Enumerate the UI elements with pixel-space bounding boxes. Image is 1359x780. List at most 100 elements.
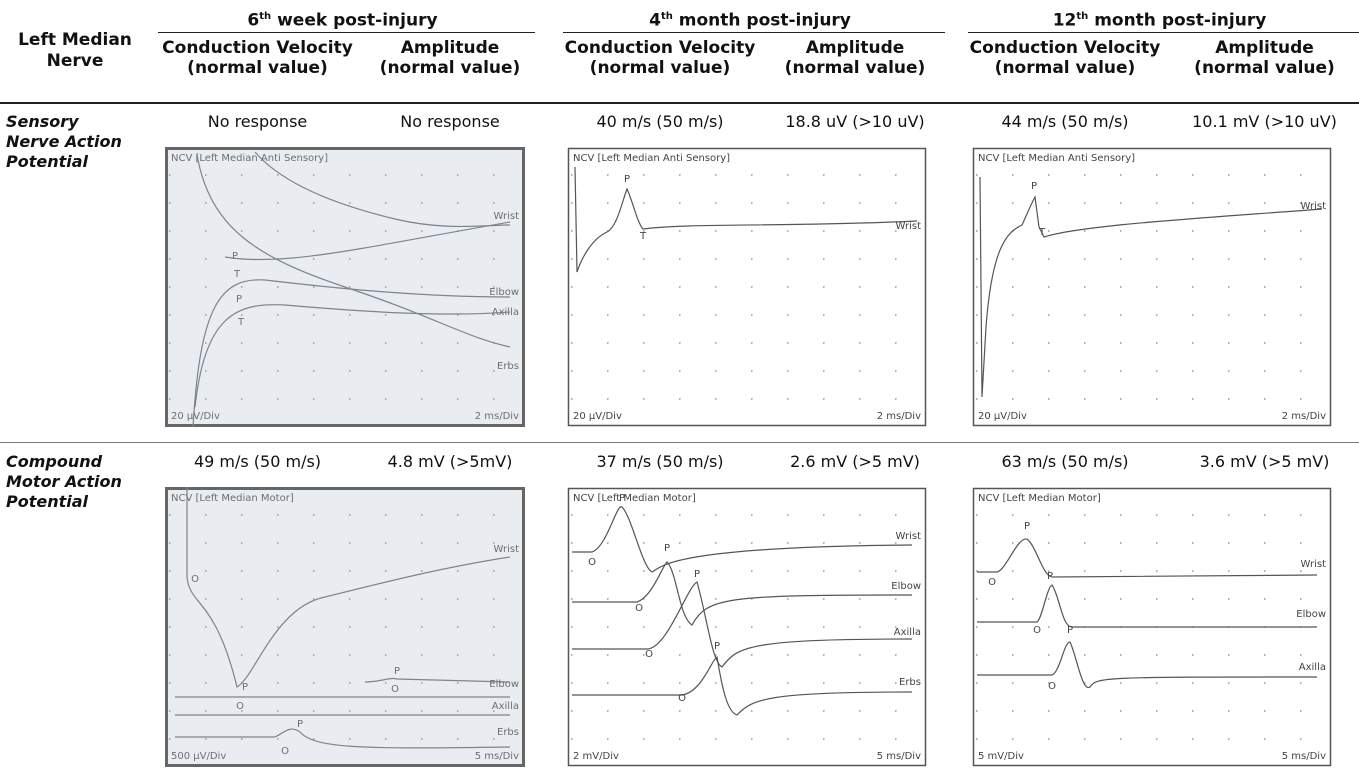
panel-title: NCV [Left Median Motor] <box>978 493 1101 504</box>
peak-marker: P <box>297 719 303 730</box>
trace-label: Wrist <box>896 221 922 232</box>
page-body: Left Median Nerve 6th week post-injury 4t… <box>0 0 1359 780</box>
ncv-trace-image: NCV [Left Median Motor] 5 mV/Div 5 ms/Div W… <box>972 487 1332 767</box>
peak-marker: T <box>1038 227 1046 238</box>
subheader-line: Amplitude <box>765 38 945 58</box>
group-rule <box>158 32 535 33</box>
peak-marker: P <box>664 543 670 554</box>
panel-sensitivity: 5 mV/Div <box>978 751 1024 762</box>
panel-frame <box>974 149 1331 426</box>
peak-marker: T <box>233 269 241 280</box>
subheader: Conduction Velocity(normal value) <box>960 38 1170 78</box>
panel-title: NCV [Left Median Motor] <box>171 493 294 504</box>
page: {"table": { "corner": ["Left Median", "N… <box>0 0 1359 780</box>
trace-label: Wrist <box>896 531 922 542</box>
row-label-line: Potential <box>6 492 151 512</box>
panel-sweep: 2 ms/Div <box>1282 411 1326 422</box>
cell-value: 44 m/s (50 m/s) <box>960 112 1170 131</box>
row-label-line: Motor Action <box>6 472 151 492</box>
subheader: Amplitude(normal value) <box>765 38 945 78</box>
peak-marker: P <box>619 493 625 504</box>
row-label-line: Compound <box>6 452 151 472</box>
peak-marker: P <box>236 294 242 305</box>
group-suffix: th <box>259 11 271 22</box>
cell-value: 49 m/s (50 m/s) <box>150 452 365 471</box>
peak-marker: O <box>391 684 399 695</box>
trace-label: Elbow <box>1296 609 1326 620</box>
panel-sweep: 2 ms/Div <box>475 411 519 422</box>
group-header: 12th month post-injury <box>960 6 1359 32</box>
panel-sensitivity: 20 µV/Div <box>171 411 220 422</box>
peak-marker: P <box>624 174 630 185</box>
row-label: CompoundMotor ActionPotential <box>6 452 151 512</box>
subheader: Conduction Velocity(normal value) <box>150 38 365 78</box>
row-label-line: Potential <box>6 152 151 172</box>
cell-value: No response <box>365 112 535 131</box>
row-label-line: Nerve Action <box>6 132 151 152</box>
peak-marker: O <box>191 574 199 585</box>
ncv-trace-image: NCV [Left Median Motor]500 µV/Div5 ms/Di… <box>165 487 525 767</box>
group-suffix: th <box>661 11 673 22</box>
cell-value: No response <box>150 112 365 131</box>
cell-value: 18.8 uV (>10 uV) <box>765 112 945 131</box>
group-header: 4th month post-injury <box>555 6 945 32</box>
trace-label: Axilla <box>492 307 519 318</box>
peak-marker: P <box>1024 521 1030 532</box>
peak-marker: P <box>694 569 700 580</box>
cell-value: 10.1 mV (>10 uV) <box>1170 112 1359 131</box>
panel-title: NCV [Left Median Anti Sensory] <box>978 153 1135 164</box>
trace-label: Wrist <box>494 544 520 555</box>
subheader-line: Amplitude <box>365 38 535 58</box>
cell-value: 3.6 mV (>5 mV) <box>1170 452 1359 471</box>
subheader-line: (normal value) <box>555 58 765 78</box>
ncv-trace-image: NCV [Left Median Motor] 2 mV/Div 5 ms/Div W… <box>567 487 927 767</box>
subheader-line: (normal value) <box>1170 58 1359 78</box>
trace-label: Wrist <box>494 211 520 222</box>
subheader-line: Conduction Velocity <box>555 38 765 58</box>
trace-label: Axilla <box>492 701 519 712</box>
subheader-line: Conduction Velocity <box>960 38 1170 58</box>
subheader-line: (normal value) <box>150 58 365 78</box>
group-text: month post-injury <box>679 11 851 31</box>
peak-marker: O <box>588 557 596 568</box>
panel-sensitivity: 2 mV/Div <box>573 751 619 762</box>
panel-sensitivity: 500 µV/Div <box>171 751 226 762</box>
trace-label: Erbs <box>899 677 921 688</box>
peak-marker: P <box>714 641 720 652</box>
peak-marker: O <box>678 693 686 704</box>
trace-label: Axilla <box>894 627 921 638</box>
subheader-line: (normal value) <box>765 58 945 78</box>
subheader-line: Amplitude <box>1170 38 1359 58</box>
group-text: week post-injury <box>277 11 437 31</box>
peak-marker: P <box>1031 181 1037 192</box>
panel-title: NCV [Left Median Motor] <box>573 493 696 504</box>
panel-sweep: 2 ms/Div <box>877 411 921 422</box>
subheader: Amplitude(normal value) <box>365 38 535 78</box>
panel-title: NCV [Left Median Anti Sensory] <box>573 153 730 164</box>
trace-label: Erbs <box>497 727 519 738</box>
subheader-line: Conduction Velocity <box>150 38 365 58</box>
cell-value: 37 m/s (50 m/s) <box>555 452 765 471</box>
corner-header: Left Median Nerve <box>0 30 150 72</box>
cell-value: 40 m/s (50 m/s) <box>555 112 765 131</box>
group-rule <box>563 32 945 33</box>
group-number: 12 <box>1053 11 1077 31</box>
peak-marker: T <box>639 231 647 242</box>
group-header: 6th week post-injury <box>150 6 535 32</box>
group-text: month post-injury <box>1094 11 1266 31</box>
panel-frame <box>569 489 926 766</box>
trace-label: Elbow <box>489 679 519 690</box>
trace-label: Elbow <box>489 287 519 298</box>
subheader-line: (normal value) <box>365 58 535 78</box>
panel-sweep: 5 ms/Div <box>1282 751 1326 762</box>
peak-marker: P <box>394 666 400 677</box>
trace-label: Wrist <box>1301 559 1327 570</box>
trace-label: Axilla <box>1299 662 1326 673</box>
peak-marker: O <box>635 603 643 614</box>
panel-sweep: 5 ms/Div <box>877 751 921 762</box>
subheader-line: (normal value) <box>960 58 1170 78</box>
trace-label: Wrist <box>1301 201 1327 212</box>
panel-frame <box>569 149 926 426</box>
peak-marker: P <box>1047 571 1053 582</box>
